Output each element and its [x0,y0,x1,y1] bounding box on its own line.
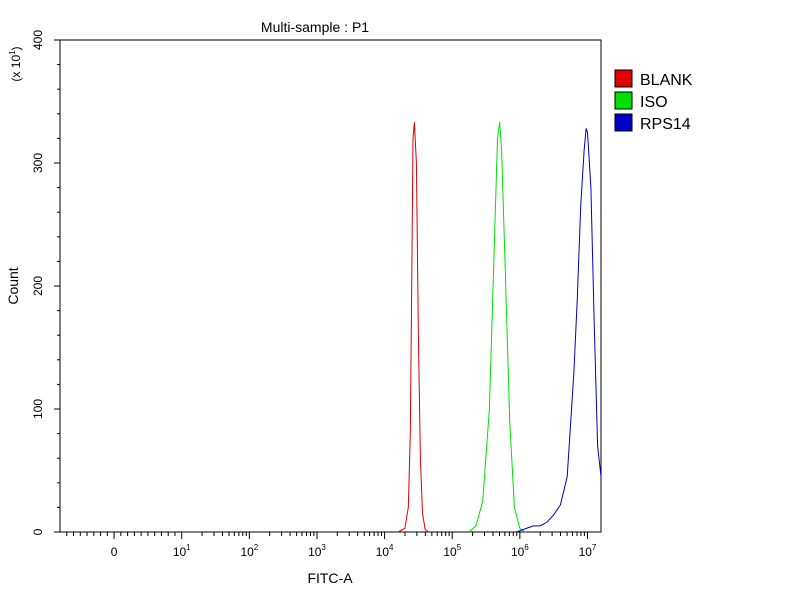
x-tick-label: 106 [511,543,529,559]
x-tick-label: 103 [308,543,326,559]
y-tick-label: 0 [31,528,45,535]
legend-label-blank: BLANK [640,72,693,89]
series-line-blank [397,121,429,533]
series-line-rps14 [516,128,602,533]
legend-swatch-blank [614,69,633,88]
legend-label-iso: ISO [640,94,668,111]
plot-frame [59,39,602,533]
y-axis-multiplier-close: ) [9,46,23,50]
legend-label-rps14: RPS14 [640,116,691,133]
y-axis-label: Count [5,267,21,304]
x-tick-base: 10 [579,545,593,559]
x-tick-base: 10 [173,545,187,559]
legend-swatch-iso [614,91,633,110]
y-axis-multiplier-exp: 1 [8,50,17,55]
y-axis-ticks: 0 100 200 300 400 [31,30,60,535]
chart-title: Multi-sample : P1 [261,19,369,35]
x-tick-label: 104 [376,543,394,559]
y-axis-multiplier: (x 101) [8,46,23,81]
x-tick-exp: 4 [389,543,394,552]
y-tick-label: 400 [31,30,45,50]
x-tick-exp: 6 [524,543,529,552]
series-layer [397,121,602,533]
y-tick-label: 200 [31,276,45,296]
x-tick-label: 107 [579,543,597,559]
legend-swatch-rps14 [614,113,633,132]
x-tick-label: 105 [443,543,461,559]
x-tick-base: 10 [443,545,457,559]
y-tick-label: 100 [31,399,45,419]
x-tick-label: 102 [240,543,258,559]
x-axis-label: FITC-A [307,570,353,586]
x-tick-exp: 5 [457,543,462,552]
x-tick-exp: 1 [186,543,191,552]
x-tick-base: 10 [511,545,525,559]
series-line-iso [468,121,526,533]
x-tick-base: 0 [111,545,118,559]
x-tick-label: 101 [173,543,191,559]
x-tick-exp: 2 [254,543,259,552]
x-tick-base: 10 [376,545,390,559]
x-axis-ticks: 0 101 102 103 104 105 106 107 [66,532,597,559]
x-tick-base: 10 [308,545,322,559]
x-tick-base: 10 [240,545,254,559]
legend: BLANK ISO RPS14 [614,69,693,133]
x-tick-exp: 3 [321,543,326,552]
y-tick-label: 300 [31,153,45,173]
x-tick-label: 0 [111,545,118,559]
x-tick-exp: 7 [592,543,597,552]
y-axis-multiplier-base: (x 10 [9,55,23,82]
